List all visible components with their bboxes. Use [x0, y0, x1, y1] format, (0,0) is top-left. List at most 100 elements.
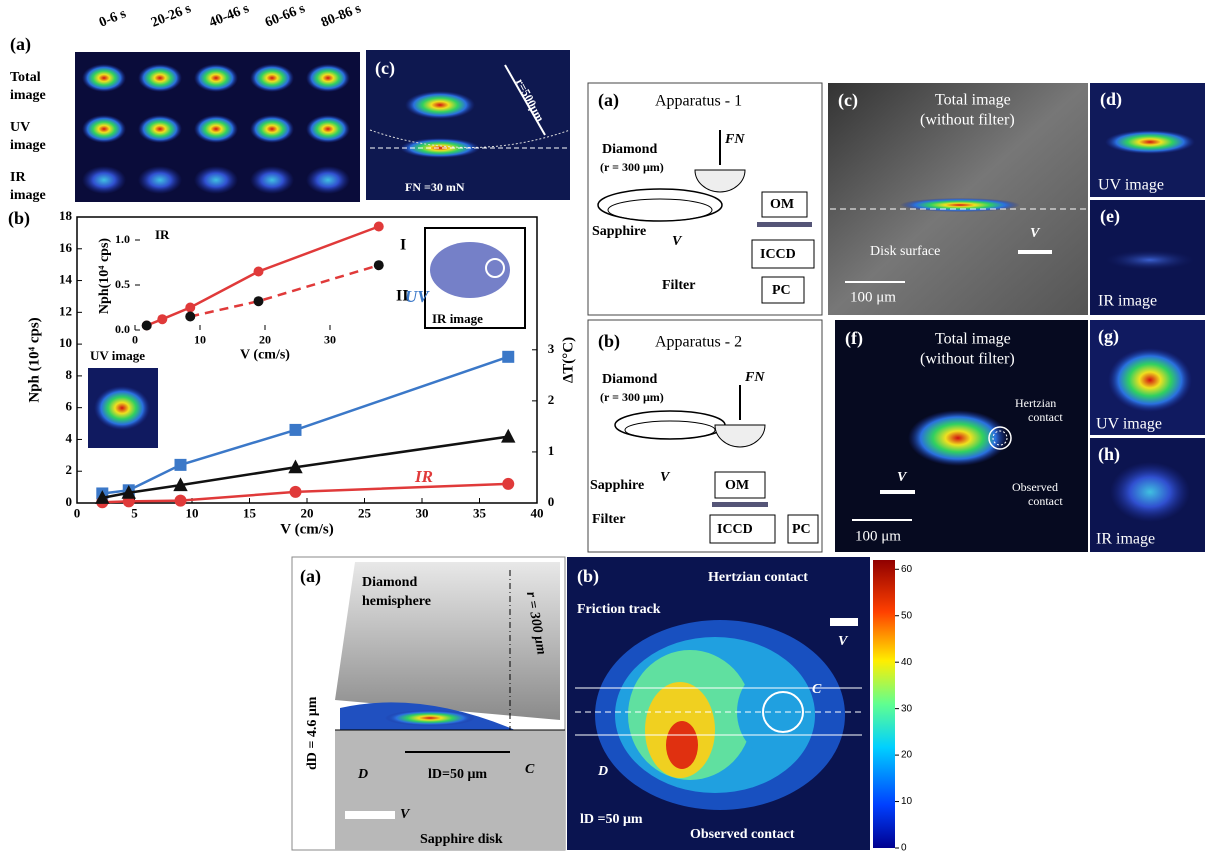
colorbar-tick-label: 0 [901, 843, 907, 852]
contour [666, 721, 698, 769]
blob [250, 64, 294, 92]
colorbar-tick-label: 60 [901, 564, 913, 575]
y2-tick-label: 2 [548, 392, 555, 407]
colorbar-tick-label: 30 [901, 703, 913, 714]
blob [250, 166, 294, 194]
y-tick-label: 14 [59, 272, 73, 287]
blob [430, 242, 510, 298]
panel-label: (a) [598, 90, 619, 111]
marker [501, 429, 515, 443]
caption: UV image [1096, 416, 1162, 433]
column-label: 20-26 s [149, 1, 194, 31]
panel-label: (b) [8, 208, 30, 229]
marker [175, 495, 187, 507]
marker [374, 260, 384, 270]
label: (r = 300 μm) [600, 390, 664, 404]
blob [306, 166, 350, 194]
scale-label: 100 μm [855, 528, 901, 544]
scale-label: 100 μm [850, 289, 896, 305]
panel-label: (f) [845, 328, 863, 349]
figure: (a) 0-6 s 20-26 s 40-46 s 60-66 s 80-86 … [0, 0, 1205, 852]
label: PC [772, 283, 791, 298]
caption: IR image [1096, 531, 1155, 548]
x-tick-label: 25 [358, 506, 372, 521]
label: FN [724, 132, 745, 147]
marker [374, 222, 384, 232]
blob [306, 115, 350, 143]
marker [185, 312, 195, 322]
row-label: Total [10, 70, 41, 85]
series-label: II [396, 288, 408, 305]
marker [254, 267, 264, 277]
series-line [190, 265, 379, 316]
y2-axis-label: ΔT(°C) [560, 337, 576, 383]
panel-label: (c) [838, 90, 858, 111]
row-label: image [10, 138, 46, 153]
column-label: 40-46 s [207, 1, 252, 31]
marker [290, 486, 302, 498]
panel-label: (b) [577, 566, 599, 587]
force-label: FN =30 mN [405, 180, 465, 194]
row-label: IR [10, 170, 26, 185]
label: hemisphere [362, 594, 431, 609]
y-tick-label: 1.0 [115, 232, 130, 246]
label: FN [744, 370, 765, 385]
fig2-panels-d-e: (d) UV image (e) IR image [1090, 83, 1205, 315]
label: Filter [592, 512, 625, 527]
fig1-panel-a: (a) 0-6 s 20-26 s 40-46 s 60-66 s 80-86 … [10, 1, 364, 203]
colorbar-tick-label: 10 [901, 796, 913, 807]
panel-label: (d) [1100, 89, 1122, 110]
label: Friction track [577, 602, 661, 617]
label: OM [770, 197, 794, 212]
x-tick-label: 10 [194, 333, 206, 347]
panel-title: (without filter) [920, 351, 1015, 368]
label: PC [792, 522, 811, 537]
x-tick-label: 30 [324, 333, 336, 347]
panel-label: (e) [1100, 206, 1120, 227]
x-axis-label: V (cm/s) [240, 347, 290, 362]
series-label: UV [405, 287, 430, 306]
label: C [525, 762, 535, 777]
label: ICCD [717, 522, 753, 537]
marker [142, 321, 152, 331]
fig2-panel-c: (c) Total image (without filter) Disk su… [828, 83, 1088, 315]
label: ICCD [760, 247, 796, 262]
y-tick-label: 0.5 [115, 277, 130, 291]
series-line [102, 437, 508, 498]
panel-label: (a) [300, 566, 321, 587]
blob [250, 115, 294, 143]
label: contact [1028, 410, 1063, 424]
x-tick-label: 5 [131, 506, 138, 521]
label: Hertzian contact [708, 570, 808, 585]
blob [94, 386, 150, 430]
blob [82, 64, 126, 92]
label: dD = 4.6 μm [305, 696, 320, 770]
y-tick-label: 2 [66, 462, 73, 477]
blob [138, 64, 182, 92]
fig3-panel-a: (a) Diamond hemisphere r = 300 μm dD = 4… [292, 557, 565, 850]
blob [1110, 462, 1190, 522]
x-tick-label: 20 [259, 333, 271, 347]
label: Disk surface [870, 244, 940, 259]
label: lD =50 μm [580, 812, 643, 827]
blob [405, 91, 475, 119]
series-label: I [400, 237, 406, 254]
label: (r = 300 μm) [600, 160, 664, 174]
x-tick-label: 30 [416, 506, 429, 521]
blob [306, 64, 350, 92]
panel-label: (a) [10, 34, 31, 55]
fig2-panels-g-h: (g) UV image (h) IR image [1090, 320, 1205, 552]
blob [900, 198, 1020, 212]
colorbar-tick-label: 20 [901, 750, 913, 761]
label: Sapphire disk [420, 832, 503, 847]
column-label: 60-66 s [263, 1, 308, 31]
panel-label: (g) [1098, 326, 1119, 347]
blob [1105, 130, 1195, 154]
panel-label: (b) [598, 331, 620, 352]
y-axis-label: Nph (10⁴ cps) [26, 317, 42, 402]
chart-title: IR [155, 227, 170, 242]
label: Filter [662, 278, 695, 293]
marker [502, 351, 514, 363]
panel-label: (h) [1098, 444, 1120, 465]
